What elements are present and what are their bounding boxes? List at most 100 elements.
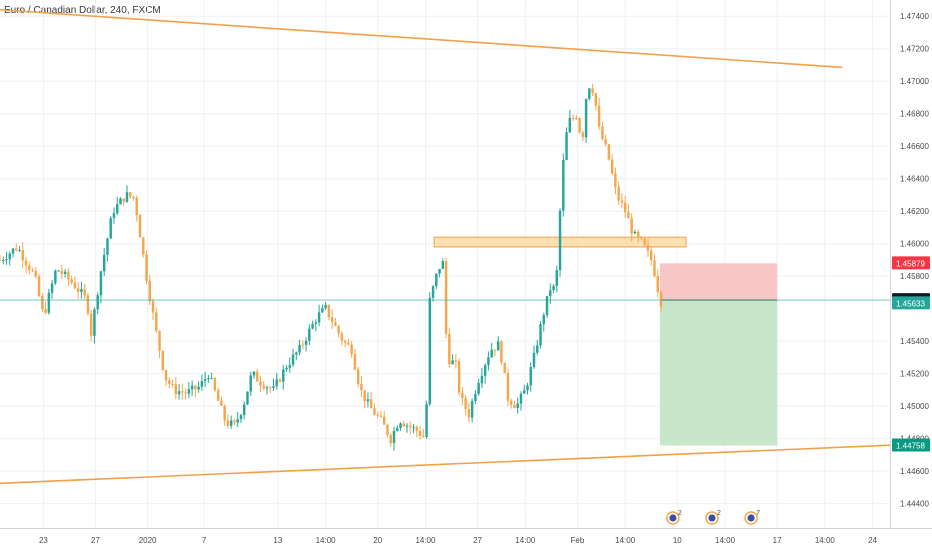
x-tick-label: 14:00 — [615, 536, 636, 545]
y-tick-label: 1.46000 — [900, 240, 929, 249]
candle-body — [519, 393, 523, 404]
candle-body — [581, 132, 585, 138]
candle-body — [441, 260, 445, 269]
candle-body — [83, 289, 86, 296]
candle-body — [470, 401, 474, 418]
candle-body — [259, 381, 262, 386]
y-tick-label: 1.46400 — [900, 175, 929, 184]
candle-body — [653, 260, 656, 277]
event-count: 2 — [678, 510, 682, 517]
candle-body — [409, 425, 412, 428]
event-dot — [669, 514, 677, 522]
economic-events: 2 2 7 — [666, 510, 760, 525]
candle-body — [164, 370, 168, 381]
candle-body — [187, 389, 191, 394]
candle-body — [431, 286, 435, 298]
candle-body — [67, 271, 70, 280]
candle-body — [324, 304, 327, 309]
candle-body — [89, 313, 93, 336]
candle-body — [588, 88, 591, 100]
candle-body — [386, 424, 389, 436]
candle-body — [659, 291, 663, 307]
candle-body — [457, 360, 461, 393]
candle-body — [181, 391, 184, 393]
candle-body — [496, 341, 500, 351]
candle-body — [239, 415, 243, 420]
candle-body — [0, 259, 2, 261]
candle-body — [363, 390, 366, 402]
candle-body — [376, 414, 379, 416]
event-count: 2 — [717, 510, 721, 517]
candle-body — [93, 309, 96, 336]
candle-body — [291, 354, 295, 365]
candle-body — [575, 118, 578, 120]
candle-body — [41, 296, 44, 310]
candle-body — [50, 283, 54, 293]
candle-body — [203, 379, 207, 381]
candle-body — [207, 378, 210, 380]
chart-title: Euro / Canadian Dollar, 240, FXCM — [4, 5, 161, 16]
candle-body — [18, 250, 21, 252]
candle-body — [288, 364, 292, 368]
candle-body — [34, 270, 38, 277]
candle-body — [275, 379, 278, 387]
candle-body — [184, 392, 187, 394]
y-tick-label: 1.46600 — [900, 142, 929, 151]
candle-body — [646, 244, 650, 251]
price-tag-label: 1.44758 — [896, 441, 925, 450]
candle-body — [145, 254, 148, 281]
candle-body — [142, 237, 145, 255]
y-tick-label: 1.47200 — [900, 45, 929, 54]
candle-body — [643, 238, 646, 245]
candle-body — [415, 427, 419, 431]
candle-body — [246, 391, 249, 405]
candle-body — [405, 425, 409, 427]
candle-body — [483, 365, 487, 376]
candle-body — [96, 295, 99, 310]
event-dot — [747, 514, 755, 522]
candle-body — [568, 118, 572, 133]
candle-body — [177, 391, 181, 395]
candle-body — [343, 341, 347, 343]
candle-body — [330, 317, 334, 323]
candle-body — [340, 333, 344, 342]
candle-body — [28, 265, 31, 271]
candle-body — [578, 118, 581, 133]
stop-loss-zone — [659, 263, 778, 301]
candle-body — [256, 371, 259, 382]
candle-body — [151, 301, 155, 313]
candle-body — [633, 231, 637, 234]
x-tick-label: 23 — [39, 536, 48, 545]
candle-body — [125, 192, 129, 202]
candle-body — [532, 352, 536, 368]
candle-body — [233, 420, 236, 423]
x-tick-label: 14:00 — [715, 536, 736, 545]
y-tick-label: 1.45000 — [900, 402, 929, 411]
candle-body — [262, 385, 265, 389]
candle-body — [382, 416, 386, 425]
candle-body — [640, 236, 643, 239]
candle-body — [278, 379, 282, 382]
candle-body — [174, 384, 178, 395]
candle-body — [252, 371, 256, 376]
candle-body — [379, 415, 383, 417]
candle-body — [11, 248, 15, 254]
candle-body — [350, 344, 353, 355]
candle-body — [148, 280, 152, 302]
candle-body — [545, 296, 549, 316]
candle-body — [63, 271, 67, 274]
candle-body — [549, 290, 552, 297]
candle-body — [171, 383, 174, 385]
price-tag-label: 1.45633 — [896, 299, 925, 308]
candle-body — [337, 325, 340, 334]
candle-body — [594, 93, 598, 106]
candle-body — [558, 210, 562, 271]
candle-body — [597, 105, 601, 127]
candle-body — [526, 385, 529, 391]
candle-body — [210, 378, 213, 380]
candle-body — [229, 420, 233, 426]
x-tick-label: 24 — [868, 536, 877, 545]
candles — [0, 83, 663, 451]
